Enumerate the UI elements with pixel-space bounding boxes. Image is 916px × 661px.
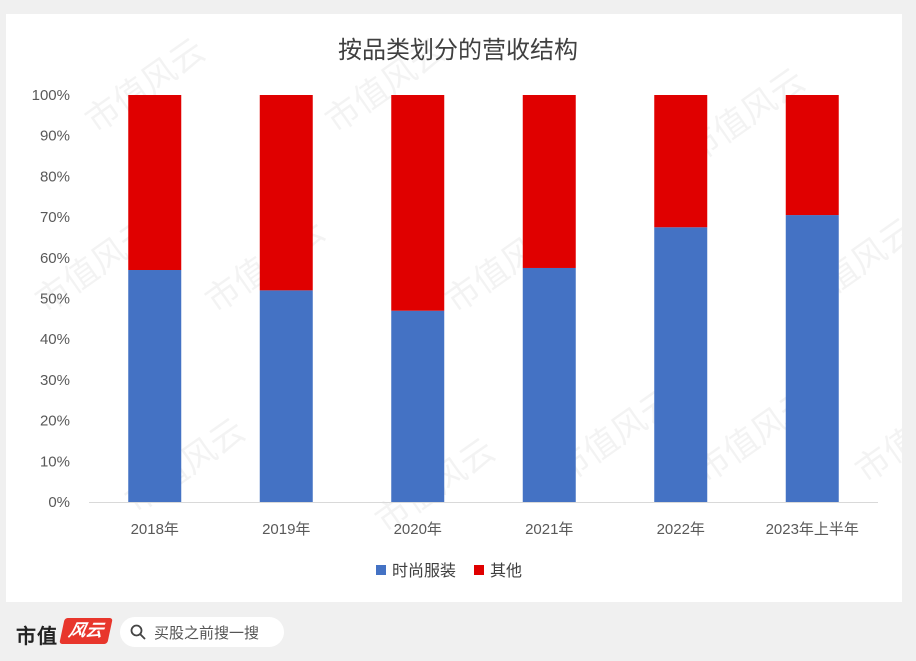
legend-swatch bbox=[474, 565, 484, 575]
chart-title: 按品类划分的营收结构 bbox=[338, 37, 578, 64]
legend: 时尚服装 其他 bbox=[376, 562, 522, 580]
x-tick-label: 2021年 bbox=[525, 521, 573, 538]
x-tick-label: 2023年上半年 bbox=[766, 521, 859, 538]
x-tick-label: 2020年 bbox=[394, 521, 442, 538]
search-bar[interactable]: 买股之前搜一搜 bbox=[120, 617, 284, 647]
y-tick-label: 10% bbox=[40, 453, 70, 470]
y-tick-label: 50% bbox=[40, 291, 70, 308]
y-tick-label: 70% bbox=[40, 209, 70, 226]
y-tick-label: 20% bbox=[40, 413, 70, 430]
y-tick-label: 100% bbox=[32, 87, 70, 104]
y-tick-label: 40% bbox=[40, 331, 70, 348]
bar-segment bbox=[785, 215, 839, 502]
bar-segment bbox=[522, 95, 576, 268]
bar-segment bbox=[391, 310, 445, 502]
search-placeholder: 买股之前搜一搜 bbox=[154, 624, 260, 642]
stacked-bar-chart: 市值风云市值风云市值风云市值风云市值风云市值风云市值风云市值风云市值风云市值风云… bbox=[28, 31, 902, 580]
bar-segment bbox=[785, 95, 839, 216]
y-tick-label: 0% bbox=[48, 494, 70, 511]
y-tick-label: 60% bbox=[40, 250, 70, 267]
chart-card: 市值风云市值风云市值风云市值风云市值风云市值风云市值风云市值风云市值风云市值风云… bbox=[6, 14, 902, 602]
search-icon bbox=[130, 624, 146, 640]
bars bbox=[128, 95, 839, 502]
x-axis: 2018年 2019年 2020年 2021年 2022年 2023年上半年 bbox=[131, 521, 859, 538]
x-tick-label: 2022年 bbox=[657, 521, 705, 538]
y-tick-label: 30% bbox=[40, 372, 70, 389]
legend-label: 时尚服装 bbox=[392, 562, 456, 580]
y-tick-label: 90% bbox=[40, 128, 70, 145]
bar-segment bbox=[128, 95, 182, 271]
x-tick-label: 2019年 bbox=[262, 521, 310, 538]
brand-logo: 风云 bbox=[59, 618, 113, 644]
bar-segment bbox=[259, 95, 313, 291]
bar-segment bbox=[259, 290, 313, 502]
x-tick-label: 2018年 bbox=[131, 521, 179, 538]
bar-segment bbox=[654, 95, 708, 228]
bar-segment bbox=[522, 267, 576, 502]
y-axis: 0% 10% 20% 30% 40% 50% 60% 70% 80% 90% 100% bbox=[32, 87, 70, 511]
y-tick-label: 80% bbox=[40, 168, 70, 185]
legend-swatch bbox=[376, 565, 386, 575]
legend-label: 其他 bbox=[490, 562, 522, 580]
bar-segment bbox=[654, 227, 708, 502]
bar-segment bbox=[391, 95, 445, 311]
bar-segment bbox=[128, 270, 182, 502]
brand-name: 市值 bbox=[16, 624, 58, 648]
footer: 市值 风云 买股之前搜一搜 bbox=[0, 602, 916, 661]
